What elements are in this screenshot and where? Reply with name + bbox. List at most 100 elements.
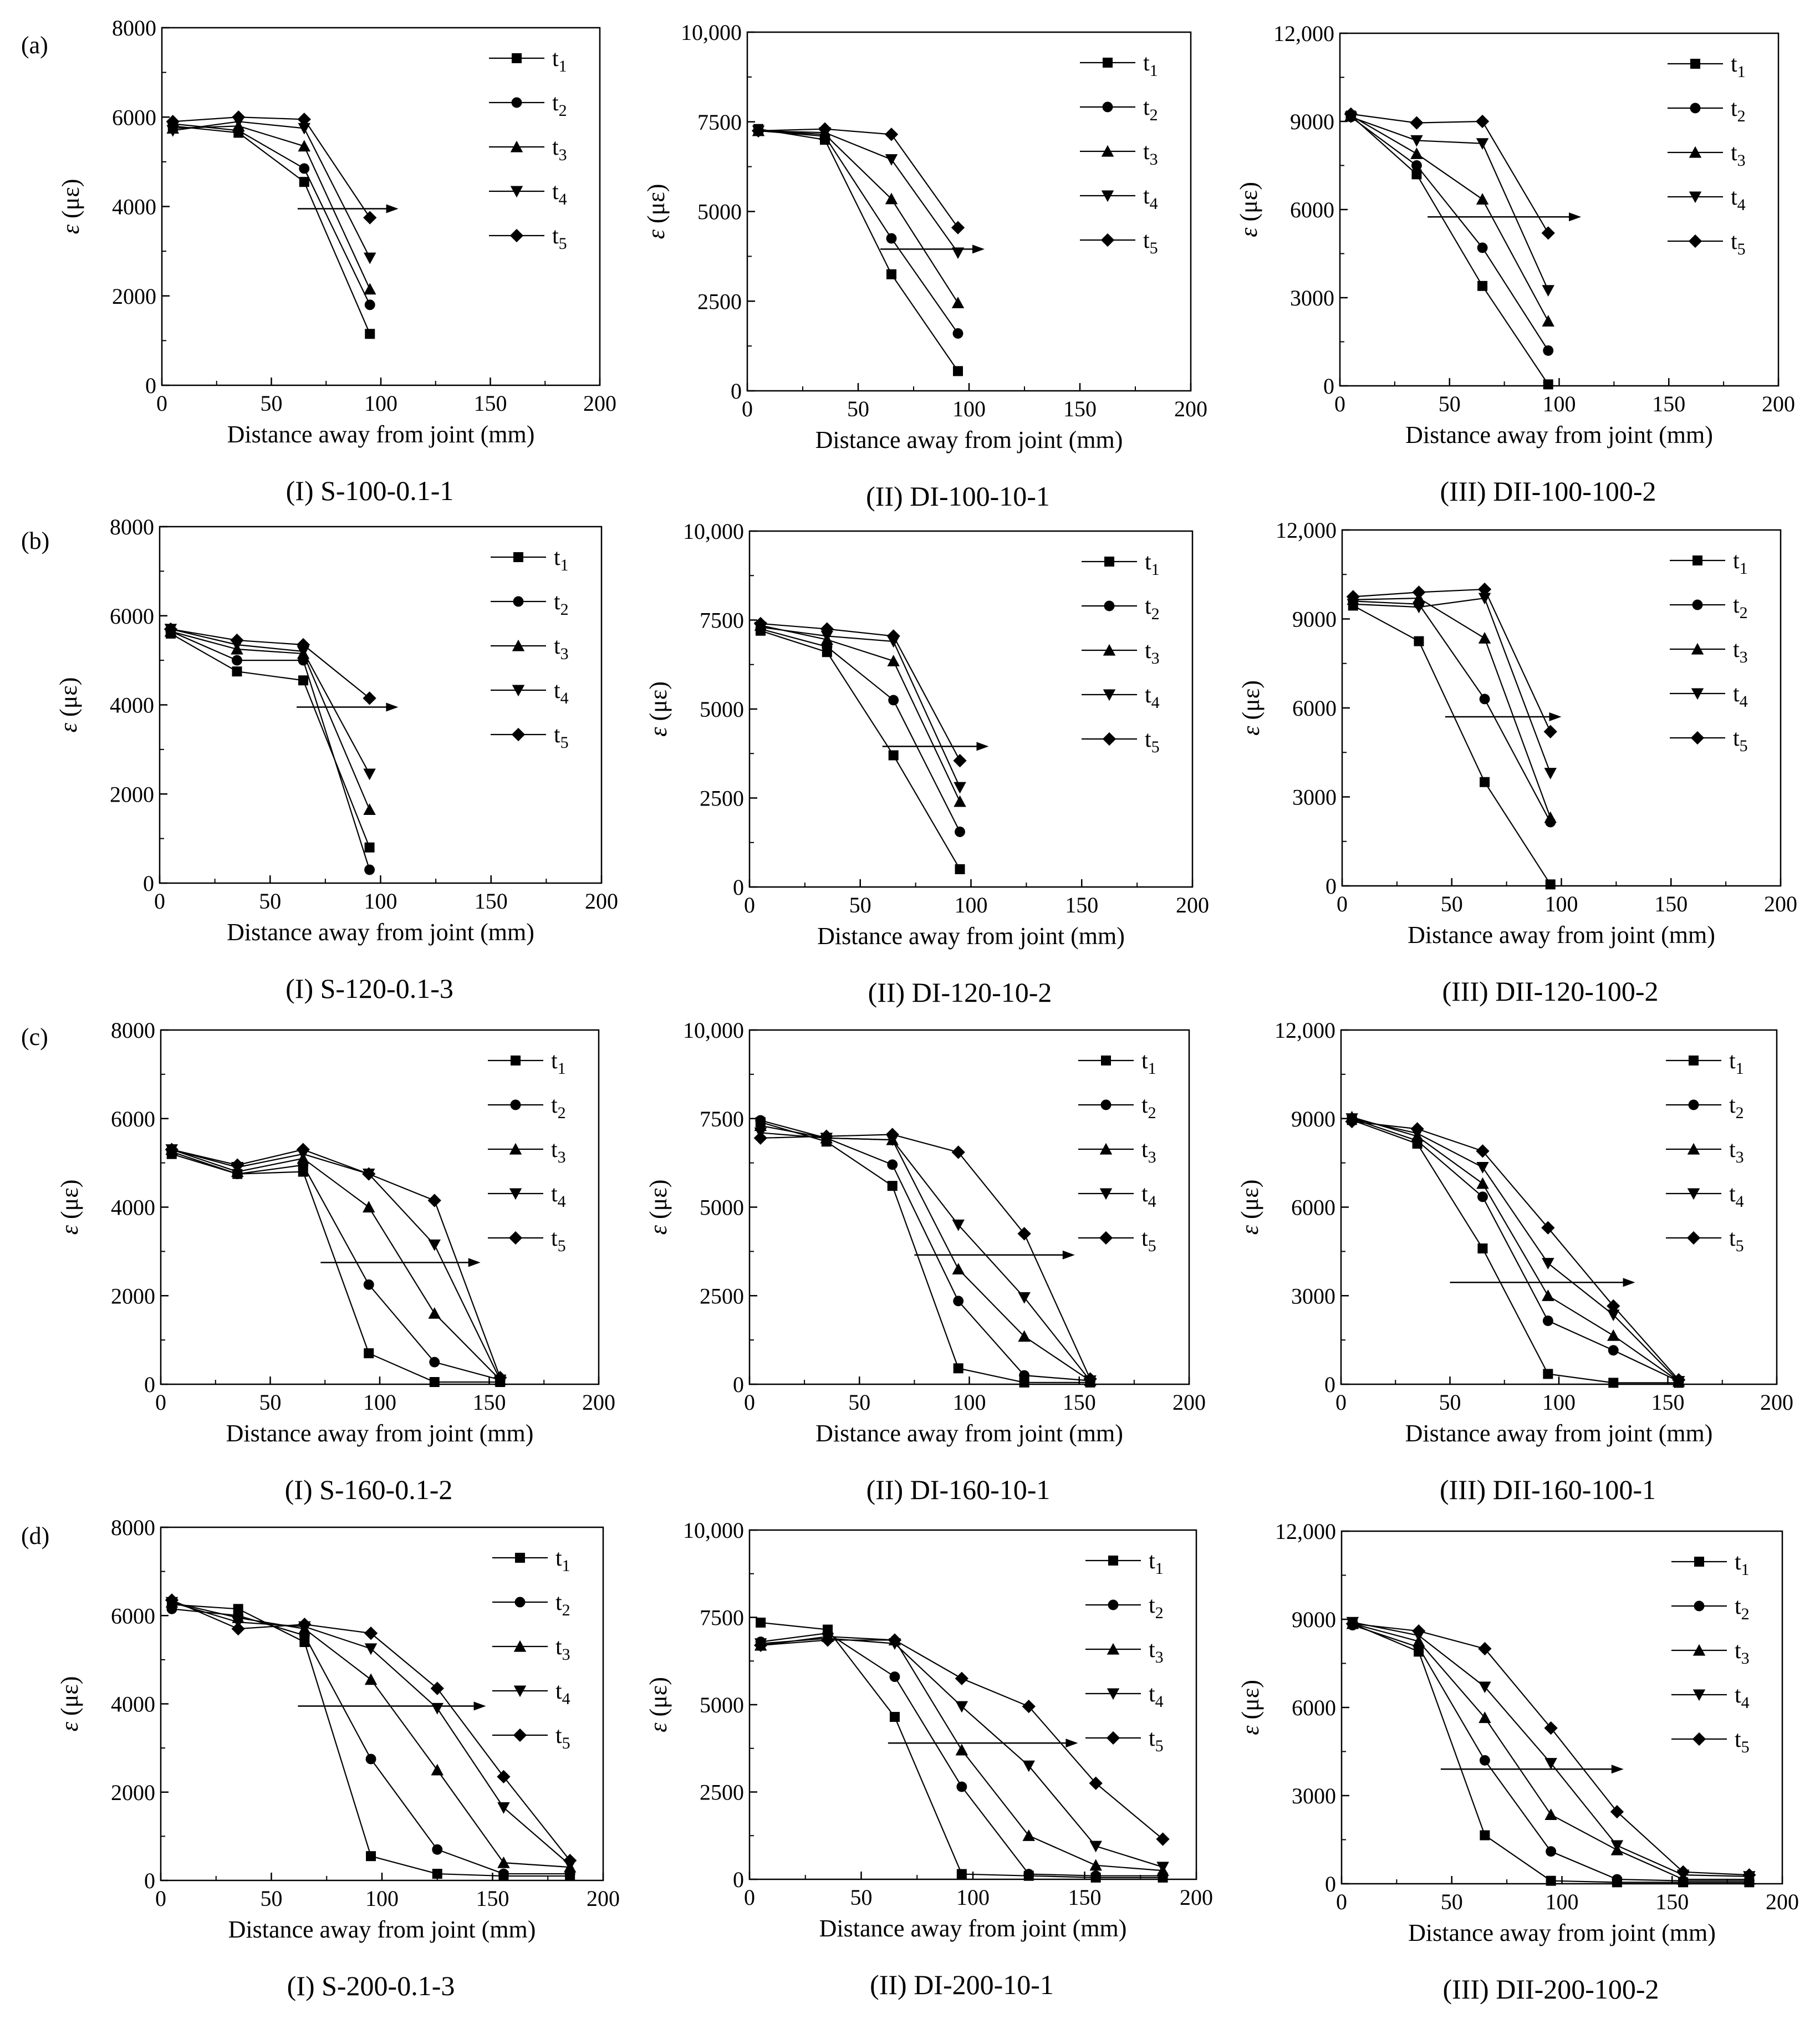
data-point-t5 xyxy=(1345,1617,1360,1631)
data-point-t1 xyxy=(953,1363,963,1374)
data-point-t3 xyxy=(1410,147,1423,159)
series-line-t1 xyxy=(760,1121,1090,1383)
legend-marker-t1 xyxy=(1104,557,1114,567)
data-point-t4 xyxy=(1544,1758,1557,1770)
legend-marker-t3 xyxy=(1692,1644,1706,1656)
data-point-t2 xyxy=(953,1296,964,1307)
x-axis-label: Distance away from joint (mm) xyxy=(227,919,534,946)
legend-label-t3: t3 xyxy=(552,135,567,164)
data-point-t5 xyxy=(364,1626,378,1640)
legend-marker-t4 xyxy=(1103,689,1116,701)
legend-marker-t4 xyxy=(1689,191,1702,203)
legend-marker-t4 xyxy=(1107,1688,1120,1700)
data-point-t4 xyxy=(1022,1760,1035,1772)
data-point-t2 xyxy=(1612,1874,1623,1885)
series-line-t1 xyxy=(760,630,961,870)
chart-c2: 0 50 100 150 200 0 2500 5000 7500 10,000 Distance … xyxy=(645,1018,1206,1505)
legend-label-t5: t5 xyxy=(554,722,569,752)
trend-arrow xyxy=(320,1258,481,1267)
x-axis-label: Distance away from joint (mm) xyxy=(228,1916,536,1943)
legend-marker-t5 xyxy=(508,1231,523,1245)
data-point-t5 xyxy=(820,622,834,636)
data-point-t2 xyxy=(498,1868,509,1879)
series-line-t1 xyxy=(758,128,959,372)
y-tick-label: 5000 xyxy=(700,697,744,722)
plot-frame xyxy=(160,1526,604,1882)
data-point-t1 xyxy=(1545,879,1556,890)
x-axis-label: Distance away from joint (mm) xyxy=(1408,921,1715,949)
legend-label-t1: t1 xyxy=(1731,52,1746,81)
legend-marker-t2 xyxy=(511,97,522,108)
legend-label-t5: t5 xyxy=(1149,1726,1164,1755)
legend-label-t5: t5 xyxy=(1731,229,1746,258)
series-line-t4 xyxy=(171,1602,570,1865)
legend-marker-t2 xyxy=(1108,1599,1119,1610)
legend-label-t5: t5 xyxy=(1141,1226,1156,1255)
legend-marker-t2 xyxy=(1100,1099,1112,1110)
data-point-t5 xyxy=(1610,1805,1624,1819)
data-point-t3 xyxy=(1089,1859,1102,1871)
y-tick-label: 12,000 xyxy=(1274,1018,1335,1043)
y-tick-label: 2500 xyxy=(700,1283,744,1308)
x-tick-label: 200 xyxy=(1762,391,1795,416)
data-point-t1 xyxy=(1477,1243,1488,1254)
legend-marker-t5 xyxy=(509,228,524,243)
data-point-t5 xyxy=(430,1681,444,1695)
data-point-t5 xyxy=(1544,1721,1558,1735)
data-point-t4 xyxy=(363,768,376,781)
x-tick-label: 200 xyxy=(1760,1390,1793,1415)
y-axis-label: ε (με) xyxy=(645,681,672,737)
legend-marker-t1 xyxy=(1108,1556,1118,1566)
data-point-t5 xyxy=(1541,226,1555,240)
data-point-t5 xyxy=(363,691,376,705)
data-point-t4 xyxy=(1479,1681,1491,1694)
data-point-t1 xyxy=(953,366,963,376)
series-line-t5 xyxy=(172,116,371,218)
data-point-t2 xyxy=(1090,1870,1102,1882)
data-point-t3 xyxy=(431,1763,443,1776)
x-tick-label: 150 xyxy=(1065,893,1098,917)
data-point-t3 xyxy=(1479,1711,1491,1724)
data-point-t3 xyxy=(1476,193,1489,205)
x-axis-label: Distance away from joint (mm) xyxy=(819,1915,1127,1942)
y-tick-label: 0 xyxy=(1323,374,1334,399)
legend-label-t2: t2 xyxy=(1731,96,1746,125)
legend: t1 t2 t3 t4 t5 xyxy=(1085,1548,1164,1755)
data-point-t4 xyxy=(1156,1862,1169,1874)
data-point-t5 xyxy=(1607,1299,1620,1313)
data-point-t3 xyxy=(952,1263,965,1274)
legend-marker-t2 xyxy=(1692,599,1703,610)
x-tick-label: 0 xyxy=(154,889,165,914)
subplot-caption: (I) S-160-0.1-2 xyxy=(285,1474,453,1505)
x-tick-label: 50 xyxy=(261,391,283,416)
subplot-caption: (III) DII-100-100-2 xyxy=(1440,476,1656,507)
data-point-t5 xyxy=(1541,1221,1555,1235)
data-point-t5 xyxy=(1022,1700,1036,1714)
subplot-caption: (I) S-200-0.1-3 xyxy=(287,1970,455,2001)
legend-marker-t5 xyxy=(511,727,526,742)
y-tick-label: 6000 xyxy=(1290,197,1334,222)
y-tick-label: 0 xyxy=(733,875,744,900)
y-tick-label: 6000 xyxy=(111,1107,155,1131)
data-point-t2 xyxy=(1479,694,1490,705)
data-point-t3 xyxy=(1542,315,1554,327)
y-tick-label: 7500 xyxy=(700,1605,744,1630)
data-point-t5 xyxy=(1411,1624,1426,1638)
series-line-t3 xyxy=(758,130,959,304)
data-point-t1 xyxy=(956,1869,967,1879)
x-tick-label: 150 xyxy=(475,889,508,914)
data-point-t5 xyxy=(1543,725,1557,738)
y-axis-label: ε (με) xyxy=(1237,680,1265,736)
data-point-t2 xyxy=(1479,1755,1490,1766)
legend-marker-t4 xyxy=(1101,190,1114,202)
data-point-t3 xyxy=(363,803,376,815)
data-point-t5 xyxy=(1477,582,1492,597)
legend-marker-t3 xyxy=(509,1143,522,1155)
series-line-t2 xyxy=(1352,1624,1750,1882)
data-point-t5 xyxy=(1083,1372,1097,1386)
data-point-t3 xyxy=(1544,811,1557,823)
data-point-t2 xyxy=(886,233,897,244)
data-point-t4 xyxy=(1410,135,1423,147)
data-point-t5 xyxy=(497,1770,511,1784)
data-point-t5 xyxy=(753,1131,767,1145)
